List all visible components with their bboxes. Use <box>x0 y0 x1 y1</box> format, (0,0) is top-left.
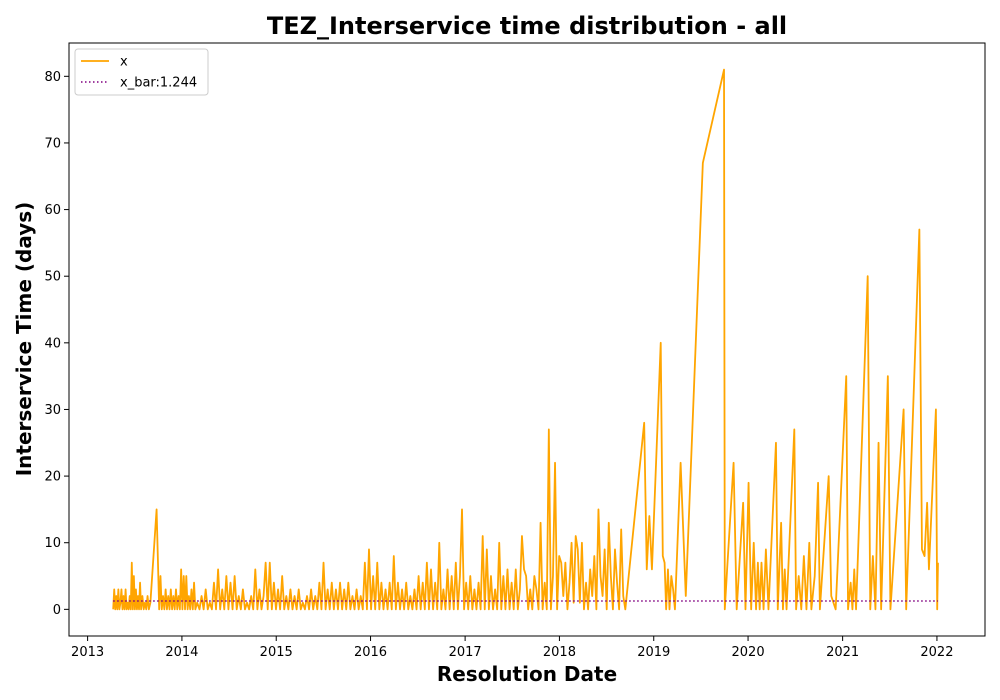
x-tick-label: 2015 <box>260 645 293 660</box>
x-tick-label: 2021 <box>826 645 859 660</box>
x-tick-label: 2014 <box>165 645 198 660</box>
x-tick-label: 2022 <box>920 645 953 660</box>
x-tick-label: 2017 <box>449 645 482 660</box>
legend-label-1: x_bar:1.244 <box>120 76 197 91</box>
y-tick-label: 30 <box>44 403 61 418</box>
y-tick-label: 20 <box>44 470 61 485</box>
y-tick-label: 40 <box>44 336 61 351</box>
y-axis-label: Interservice Time (days) <box>12 202 36 477</box>
x-tick-label: 2018 <box>543 645 576 660</box>
y-tick-label: 80 <box>44 70 61 85</box>
x-tick-label: 2020 <box>732 645 765 660</box>
y-tick-label: 60 <box>44 203 61 218</box>
x-axis-label: Resolution Date <box>437 662 617 686</box>
x-tick-label: 2013 <box>71 645 104 660</box>
y-tick-label: 0 <box>53 603 61 618</box>
legend-label-0: x <box>120 55 128 70</box>
axes-layer: 2013 2014 2015 2016 2017 2018 2019 2020 2021 2022… <box>44 42 986 660</box>
series-layer <box>112 68 939 611</box>
x-tick-label: 2016 <box>354 645 387 660</box>
x-tick-label: 2019 <box>637 645 670 660</box>
y-tick-label: 10 <box>44 536 61 551</box>
axes-frame <box>68 42 986 637</box>
y-tick-label: 50 <box>44 270 61 285</box>
chart-title: TEZ_Interservice time distribution - all <box>267 12 787 40</box>
y-tick-label: 70 <box>44 136 61 151</box>
series-line-0 <box>112 68 939 611</box>
legend: x x_bar:1.244 <box>74 48 209 96</box>
